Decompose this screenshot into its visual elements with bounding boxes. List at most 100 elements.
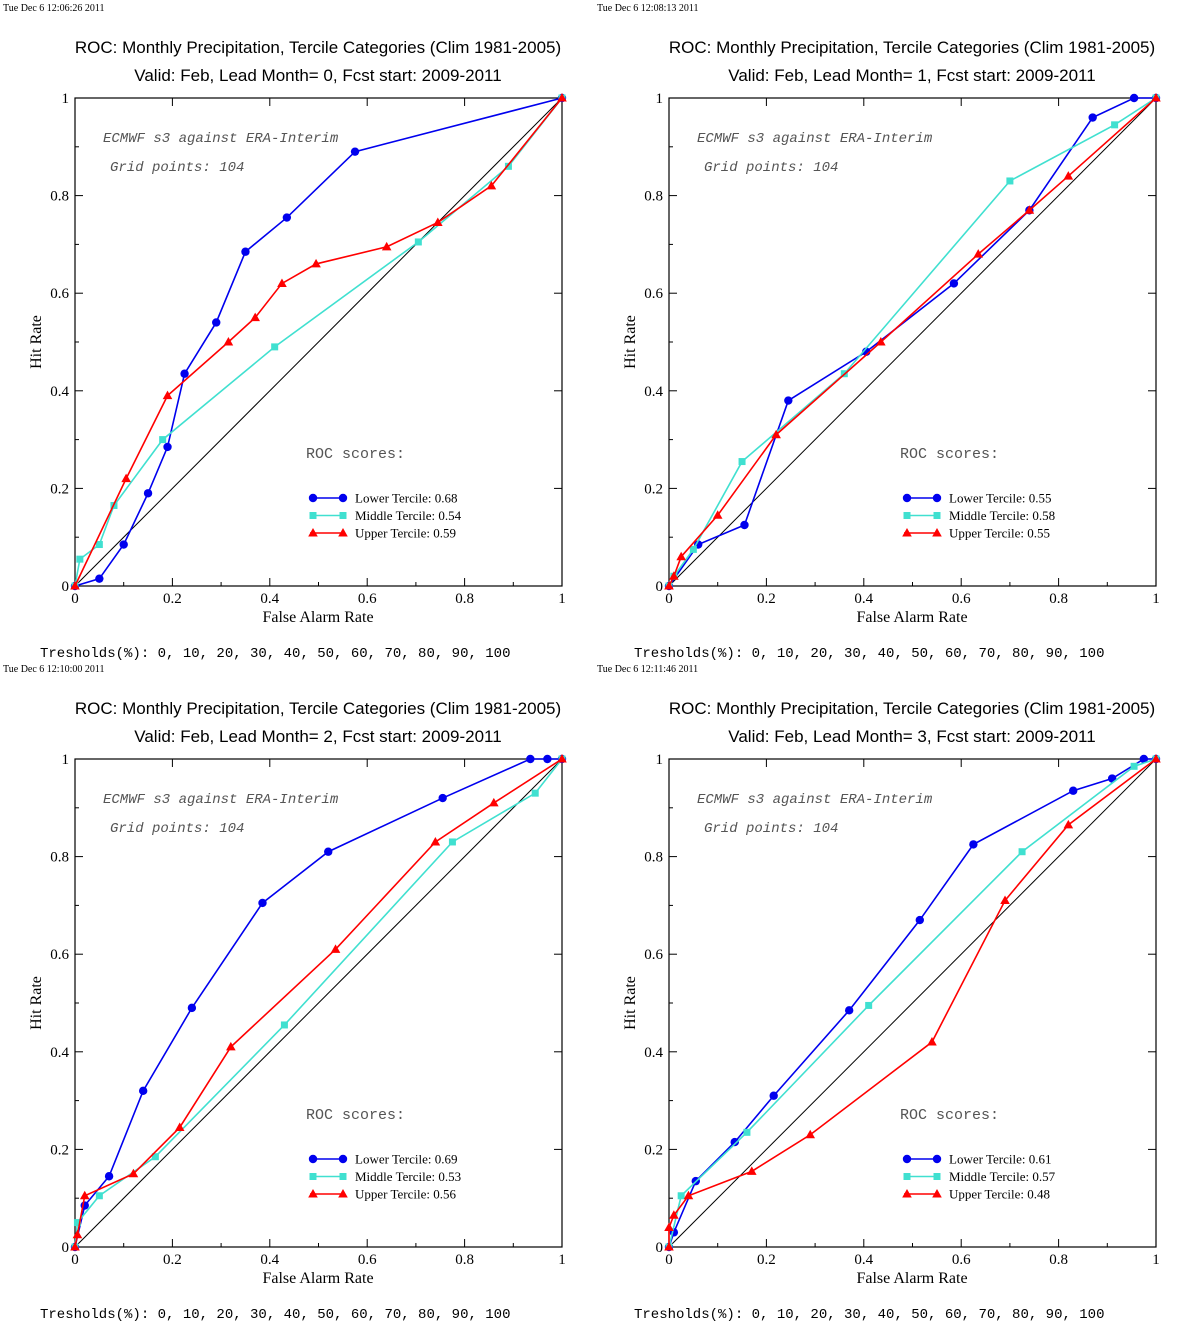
data-point [969, 840, 978, 849]
data-point [526, 754, 535, 764]
data-point [76, 555, 84, 563]
data-point [258, 898, 267, 908]
no-skill-diagonal [74, 758, 563, 1248]
y-axis-label: Hit Rate [28, 315, 45, 369]
data-point [664, 581, 674, 590]
chart-subtitle: Valid: Feb, Lead Month= 3, Fcst start: 2… [728, 727, 1095, 746]
data-point [1130, 762, 1138, 770]
legend-entry: Upper Tercile: 0.48 [902, 1187, 1050, 1202]
legend-label: Middle Tercile: 0.57 [949, 1169, 1056, 1184]
y-tick-label: 0.8 [644, 850, 663, 866]
series-upper-tercile [664, 93, 1161, 590]
x-tick-label: 0.6 [358, 1252, 377, 1268]
legend-entry: Middle Tercile: 0.57 [903, 1169, 1056, 1184]
data-point [282, 213, 292, 222]
legend-marker-start [903, 512, 911, 519]
data-point [805, 1129, 816, 1139]
data-point [448, 838, 456, 846]
grid-points-annotation: Grid points: 104 [704, 160, 838, 176]
x-tick-label: 0.8 [1049, 591, 1068, 607]
thresholds-label: Tresholds(%): 0, 10, 20, 30, 40, 50, 60,… [40, 646, 510, 661]
chart-title: ROC: Monthly Precipitation, Tercile Cate… [669, 699, 1155, 718]
legend-label: Lower Tercile: 0.61 [949, 1152, 1051, 1167]
series-lower-tercile [664, 754, 1161, 1252]
chart-subtitle: Valid: Feb, Lead Month= 0, Fcst start: 2… [134, 66, 501, 85]
data-point [433, 217, 443, 226]
data-point [180, 369, 189, 378]
thresholds-label: Tresholds(%): 0, 10, 20, 30, 40, 50, 60,… [634, 646, 1104, 661]
x-tick-label: 1 [1152, 1252, 1160, 1268]
data-point [1069, 786, 1078, 795]
data-point [162, 390, 173, 400]
data-point [1129, 93, 1139, 103]
y-tick-label: 0.4 [644, 1045, 663, 1061]
timestamp-label: Tue Dec 6 12:06:26 2011 [3, 3, 104, 14]
data-point [712, 510, 723, 519]
legend-marker-start [903, 1173, 911, 1180]
no-skill-diagonal [668, 758, 1157, 1248]
data-point [95, 574, 104, 583]
roc-panel-lead-0: Tue Dec 6 12:06:26 2011 ROC: Monthly Prec… [0, 0, 593, 661]
x-tick-label: 0.4 [260, 591, 279, 607]
data-point [949, 279, 959, 288]
legend-marker-end [933, 512, 941, 519]
x-tick-label: 0.4 [854, 591, 873, 607]
data-point [1151, 93, 1161, 102]
data-point [865, 1001, 873, 1009]
data-point [241, 247, 250, 256]
y-tick-label: 0.6 [644, 947, 663, 963]
data-point [159, 436, 167, 444]
data-point [414, 238, 422, 246]
data-point [70, 1242, 80, 1251]
x-axis-label: False Alarm Rate [856, 609, 967, 626]
legend-label: Middle Tercile: 0.58 [949, 508, 1055, 523]
data-point [1006, 177, 1014, 185]
series-line [668, 758, 1156, 1248]
data-point [876, 337, 886, 346]
x-tick-label: 0.6 [952, 1252, 971, 1268]
x-tick-label: 0.2 [163, 1252, 182, 1268]
series-upper-tercile [70, 93, 567, 590]
series-upper-tercile [664, 754, 1161, 1251]
timestamp-label: Tue Dec 6 12:10:00 2011 [3, 664, 104, 675]
data-point [557, 754, 567, 763]
grid-points-annotation: Grid points: 104 [110, 160, 244, 176]
roc-panel-lead-3: Tue Dec 6 12:11:46 2011 ROC: Monthly Prec… [594, 661, 1187, 1322]
x-tick-label: 0.6 [952, 591, 971, 607]
x-tick-label: 1 [1152, 591, 1160, 607]
legend-entry: Lower Tercile: 0.55 [902, 491, 1051, 506]
legend-label: Upper Tercile: 0.59 [355, 526, 456, 541]
data-point [844, 1006, 854, 1015]
legend-marker-end [339, 1173, 347, 1180]
data-point [79, 1190, 90, 1200]
legend-marker-end [932, 493, 942, 503]
model-annotation: ECMWF s3 against ERA-Interim [103, 131, 339, 147]
data-point [973, 249, 984, 258]
legend-entry: Upper Tercile: 0.59 [308, 526, 456, 541]
y-tick-label: 0 [656, 579, 664, 595]
data-point [738, 458, 746, 466]
data-point [1151, 754, 1161, 763]
thresholds-label: Tresholds(%): 0, 10, 20, 30, 40, 50, 60,… [634, 1307, 1104, 1322]
data-point [1139, 754, 1149, 764]
x-tick-label: 1 [558, 591, 566, 607]
x-tick-label: 0.4 [854, 1252, 873, 1268]
legend-marker-end [338, 1154, 348, 1164]
y-tick-label: 0.4 [50, 1045, 69, 1061]
y-tick-label: 1 [62, 752, 70, 768]
data-point [174, 1122, 185, 1131]
x-tick-label: 0.2 [757, 591, 776, 607]
y-tick-label: 0.2 [644, 1142, 663, 1158]
y-tick-label: 0.6 [644, 286, 663, 302]
data-point [163, 442, 172, 452]
y-tick-label: 1 [62, 91, 70, 107]
legend-label: Upper Tercile: 0.55 [949, 526, 1050, 541]
legend-marker-start [902, 1154, 912, 1164]
y-axis-label: Hit Rate [622, 976, 639, 1030]
data-point [769, 1091, 778, 1100]
data-point [689, 545, 697, 553]
legend-marker-start [902, 528, 912, 537]
data-point [143, 489, 153, 498]
legend-marker-end [932, 1154, 942, 1164]
data-point [504, 162, 512, 170]
